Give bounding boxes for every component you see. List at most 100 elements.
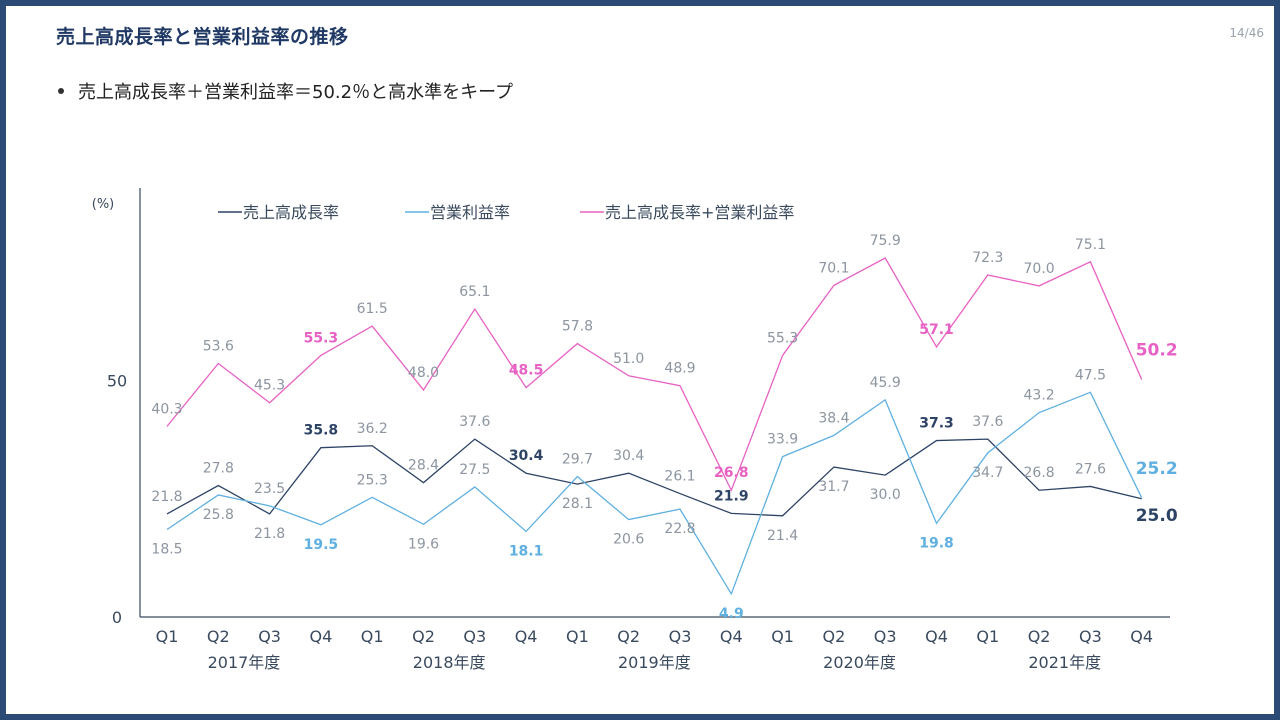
x-tick-label: Q4 [925, 627, 948, 646]
x-tick-label: Q2 [1028, 627, 1051, 646]
x-tick-label: Q3 [1079, 627, 1102, 646]
x-group-label: 2017年度 [208, 653, 281, 672]
data-label-revenue: 36.2 [357, 421, 388, 437]
x-group-label: 2019年度 [618, 653, 691, 672]
data-label-margin: 23.5 [254, 481, 285, 497]
x-tick-label: Q3 [463, 627, 486, 646]
x-tick-label: Q1 [771, 627, 794, 646]
data-label-margin: 33.9 [767, 432, 798, 448]
x-tick-label: Q3 [874, 627, 897, 646]
data-label-margin: 25.3 [357, 472, 388, 488]
data-label-sum: 53.6 [203, 338, 234, 354]
x-tick-label: Q2 [412, 627, 435, 646]
data-label-sum: 50.2 [1136, 341, 1178, 361]
data-label-margin: 34.7 [972, 465, 1003, 481]
x-tick-label: Q1 [361, 627, 384, 646]
data-label-sum: 57.1 [919, 322, 954, 338]
data-label-sum: 48.5 [509, 363, 544, 379]
series-line-revenue [166, 438, 1142, 517]
data-label-margin: 4.9 [719, 606, 744, 622]
data-label-sum: 57.8 [562, 319, 593, 335]
data-label-sum: 75.9 [870, 233, 901, 249]
data-label-revenue: 31.7 [818, 479, 849, 495]
legend-label: 売上高成長率+営業利益率 [605, 203, 794, 222]
data-label-margin: 25.8 [203, 507, 234, 523]
y-unit-label: (%) [92, 197, 115, 212]
data-label-revenue: 28.4 [408, 458, 439, 474]
data-label-revenue: 27.8 [203, 461, 234, 477]
data-label-margin: 38.4 [818, 410, 849, 426]
x-tick-label: Q4 [720, 627, 743, 646]
x-tick-label: Q4 [310, 627, 333, 646]
data-label-revenue: 26.8 [1024, 465, 1055, 481]
x-tick-label: Q3 [669, 627, 692, 646]
data-label-revenue: 30.4 [509, 448, 544, 464]
data-label-sum: 55.3 [304, 330, 339, 346]
y-tick-label: 50 [107, 372, 127, 391]
x-tick-label: Q2 [617, 627, 640, 646]
data-label-margin: 19.5 [304, 537, 339, 553]
data-label-sum: 70.0 [1024, 261, 1055, 277]
x-group-label: 2020年度 [823, 653, 896, 672]
data-label-sum: 75.1 [1075, 237, 1106, 253]
data-label-margin: 19.8 [919, 535, 954, 551]
data-label-margin: 18.5 [151, 541, 182, 557]
data-label-margin: 27.5 [459, 462, 490, 478]
data-label-revenue: 37.6 [459, 414, 490, 430]
data-label-sum: 51.0 [613, 351, 644, 367]
series-line-margin [166, 391, 1143, 596]
data-label-sum: 70.1 [818, 260, 849, 276]
x-tick-label: Q1 [976, 627, 999, 646]
data-label-revenue: 35.8 [304, 423, 339, 439]
data-label-sum: 61.5 [357, 301, 388, 317]
data-label-revenue: 25.0 [1136, 506, 1178, 526]
data-label-revenue: 21.8 [254, 526, 285, 542]
legend-label: 営業利益率 [430, 203, 510, 222]
data-label-sum: 40.3 [151, 401, 182, 417]
series-line-sum [166, 257, 1143, 492]
data-label-sum: 72.3 [972, 250, 1003, 266]
x-tick-label: Q2 [823, 627, 846, 646]
x-tick-label: Q4 [515, 627, 538, 646]
x-tick-label: Q3 [258, 627, 281, 646]
bullet-text: 売上高成長率＋営業利益率＝50.2％と高水準をキープ [78, 82, 513, 103]
data-label-revenue: 26.1 [664, 469, 695, 485]
data-label-margin: 45.9 [870, 375, 901, 391]
data-label-margin: 43.2 [1024, 388, 1055, 404]
data-label-revenue: 28.1 [562, 496, 593, 512]
data-label-revenue: 27.6 [1075, 461, 1106, 477]
data-label-sum: 55.3 [767, 330, 798, 346]
x-tick-label: Q4 [1130, 627, 1153, 646]
data-label-sum: 48.0 [408, 365, 439, 381]
bullet-dot-icon [58, 88, 64, 94]
data-label-revenue: 21.8 [151, 489, 182, 505]
x-group-label: 2021年度 [1028, 653, 1101, 672]
data-label-revenue: 30.4 [613, 448, 644, 464]
legend-label: 売上高成長率 [243, 203, 339, 222]
data-label-sum: 26.8 [714, 465, 749, 481]
page-number: 14/46 [1229, 26, 1264, 40]
data-label-margin: 29.7 [562, 452, 593, 468]
data-label-sum: 65.1 [459, 284, 490, 300]
x-tick-label: Q1 [566, 627, 589, 646]
data-label-sum: 48.9 [664, 361, 695, 377]
data-label-revenue: 21.4 [767, 528, 798, 544]
data-label-margin: 20.6 [613, 532, 644, 548]
data-label-margin: 18.1 [509, 543, 544, 559]
slide-title: 売上高成長率と営業利益率の推移 [56, 26, 349, 48]
bullet-point: 売上高成長率＋営業利益率＝50.2％と高水準をキープ [58, 78, 513, 104]
x-group-label: 2018年度 [413, 653, 486, 672]
data-label-margin: 19.6 [408, 536, 439, 552]
data-label-revenue: 30.0 [870, 487, 901, 503]
x-tick-label: Q1 [156, 627, 179, 646]
data-label-sum: 45.3 [254, 378, 285, 394]
data-label-revenue: 37.3 [919, 416, 954, 432]
data-label-margin: 22.8 [664, 521, 695, 537]
data-label-revenue: 37.6 [972, 414, 1003, 430]
data-label-margin: 47.5 [1075, 367, 1106, 383]
data-label-revenue: 21.9 [714, 488, 749, 504]
x-tick-label: Q2 [207, 627, 230, 646]
data-label-margin: 25.2 [1136, 459, 1178, 479]
